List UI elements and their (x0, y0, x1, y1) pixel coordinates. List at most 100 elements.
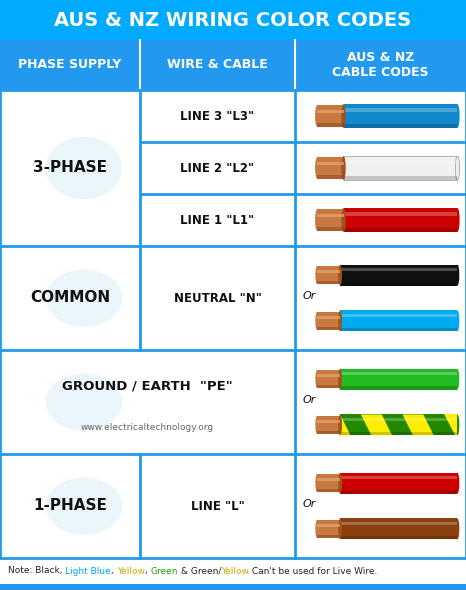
FancyBboxPatch shape (340, 418, 458, 421)
FancyBboxPatch shape (317, 175, 343, 179)
FancyBboxPatch shape (317, 209, 343, 231)
Ellipse shape (338, 369, 342, 389)
FancyBboxPatch shape (340, 490, 458, 493)
Text: Yellow: Yellow (117, 566, 144, 575)
FancyBboxPatch shape (340, 386, 458, 389)
Text: Or: Or (303, 291, 316, 301)
Ellipse shape (342, 104, 346, 128)
Ellipse shape (315, 520, 319, 538)
Ellipse shape (455, 208, 459, 232)
FancyBboxPatch shape (317, 214, 343, 217)
FancyBboxPatch shape (317, 535, 340, 538)
Text: Or: Or (303, 395, 316, 405)
Ellipse shape (342, 208, 346, 232)
Text: & Green/: & Green/ (178, 566, 221, 575)
FancyBboxPatch shape (317, 520, 340, 538)
FancyBboxPatch shape (340, 519, 458, 539)
Ellipse shape (315, 106, 319, 126)
Text: WIRE & CABLE: WIRE & CABLE (167, 58, 268, 71)
Text: COMMON: COMMON (30, 290, 110, 306)
Ellipse shape (455, 156, 459, 180)
FancyBboxPatch shape (343, 108, 458, 112)
Ellipse shape (315, 209, 319, 231)
FancyBboxPatch shape (340, 473, 458, 493)
Polygon shape (444, 415, 458, 435)
Ellipse shape (46, 137, 123, 199)
Polygon shape (361, 415, 392, 435)
Ellipse shape (315, 158, 319, 179)
Text: AUS & NZ
CABLE CODES: AUS & NZ CABLE CODES (332, 51, 429, 79)
Ellipse shape (456, 369, 459, 389)
Ellipse shape (46, 477, 123, 535)
FancyBboxPatch shape (340, 536, 458, 539)
FancyBboxPatch shape (343, 160, 458, 164)
FancyBboxPatch shape (317, 524, 340, 527)
Ellipse shape (46, 373, 123, 431)
Text: Green: Green (150, 566, 178, 575)
FancyBboxPatch shape (340, 369, 458, 389)
FancyBboxPatch shape (343, 176, 458, 180)
FancyBboxPatch shape (317, 266, 340, 284)
Ellipse shape (338, 519, 342, 539)
Text: ,: , (144, 566, 150, 575)
Text: www.electricaltechnology.org: www.electricaltechnology.org (81, 424, 214, 432)
FancyBboxPatch shape (343, 228, 458, 232)
FancyBboxPatch shape (0, 558, 466, 584)
FancyBboxPatch shape (317, 327, 340, 330)
Ellipse shape (456, 265, 459, 286)
FancyBboxPatch shape (340, 310, 458, 331)
Ellipse shape (315, 370, 319, 388)
Ellipse shape (456, 415, 459, 435)
Text: LINE 3 "L3": LINE 3 "L3" (180, 110, 254, 123)
FancyBboxPatch shape (317, 110, 343, 113)
Text: Or: Or (303, 499, 316, 509)
Text: LINE 2 "L2": LINE 2 "L2" (180, 162, 254, 175)
Ellipse shape (46, 270, 123, 327)
FancyBboxPatch shape (317, 162, 343, 165)
Text: Can't be used for Live Wire.: Can't be used for Live Wire. (249, 566, 377, 575)
FancyBboxPatch shape (317, 158, 343, 179)
Text: GROUND / EARTH  "PE": GROUND / EARTH "PE" (62, 380, 233, 393)
Ellipse shape (315, 474, 319, 492)
Text: LINE "L": LINE "L" (191, 500, 244, 513)
Ellipse shape (456, 519, 459, 539)
Ellipse shape (338, 310, 342, 331)
FancyBboxPatch shape (340, 314, 458, 317)
FancyBboxPatch shape (0, 0, 466, 40)
FancyBboxPatch shape (343, 124, 458, 128)
FancyBboxPatch shape (317, 385, 340, 388)
FancyBboxPatch shape (317, 374, 340, 377)
Text: LINE 1 "L1": LINE 1 "L1" (180, 214, 254, 227)
FancyBboxPatch shape (317, 416, 340, 434)
Ellipse shape (455, 104, 459, 128)
FancyBboxPatch shape (340, 415, 458, 435)
FancyBboxPatch shape (317, 370, 340, 388)
Text: Note: Black,: Note: Black, (8, 566, 65, 575)
FancyBboxPatch shape (317, 123, 343, 126)
Ellipse shape (338, 473, 342, 493)
Polygon shape (340, 415, 350, 435)
FancyBboxPatch shape (340, 522, 458, 525)
Ellipse shape (315, 266, 319, 284)
FancyBboxPatch shape (340, 432, 458, 435)
FancyBboxPatch shape (317, 270, 340, 273)
FancyBboxPatch shape (0, 584, 466, 590)
FancyBboxPatch shape (317, 419, 340, 422)
Ellipse shape (342, 156, 346, 180)
FancyBboxPatch shape (343, 104, 458, 128)
Ellipse shape (338, 415, 342, 435)
FancyBboxPatch shape (0, 40, 466, 90)
Ellipse shape (456, 473, 459, 493)
Text: NEUTRAL "N": NEUTRAL "N" (173, 291, 261, 304)
Ellipse shape (315, 416, 319, 434)
FancyBboxPatch shape (0, 90, 466, 558)
Text: Light Blue: Light Blue (65, 566, 111, 575)
FancyBboxPatch shape (340, 265, 458, 286)
Polygon shape (403, 415, 434, 435)
FancyBboxPatch shape (317, 474, 340, 492)
FancyBboxPatch shape (340, 282, 458, 286)
FancyBboxPatch shape (340, 327, 458, 331)
Ellipse shape (315, 312, 319, 330)
FancyBboxPatch shape (317, 489, 340, 492)
FancyBboxPatch shape (343, 156, 458, 180)
